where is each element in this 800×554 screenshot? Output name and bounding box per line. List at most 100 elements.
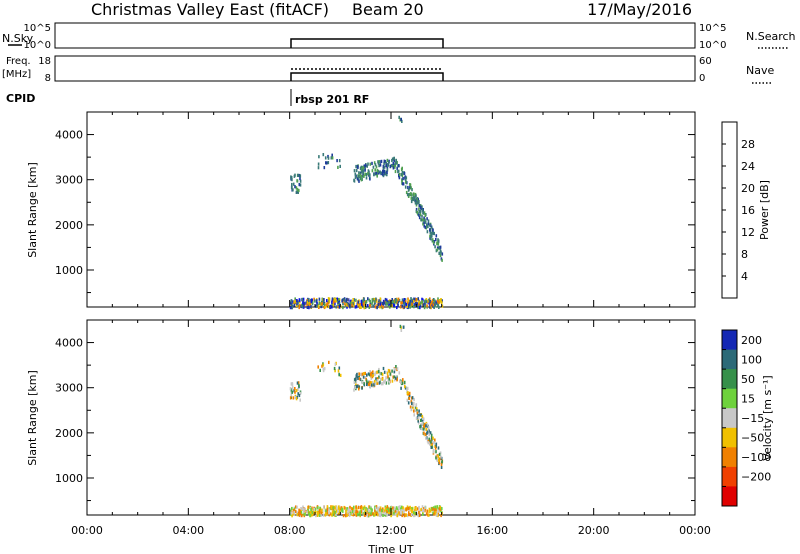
velocity-point	[326, 510, 328, 515]
velocity-point	[400, 386, 402, 390]
power-point	[316, 299, 318, 303]
velocity-point	[435, 450, 437, 454]
nsearch-tick-top: 10^5	[699, 23, 726, 34]
power-point	[423, 306, 426, 310]
power-point	[293, 300, 295, 304]
velocity-point	[437, 511, 440, 515]
power-point	[384, 172, 387, 176]
velocity-point	[437, 513, 439, 518]
velocity-point	[317, 365, 319, 369]
velocity-colorbar-block	[722, 369, 737, 390]
power-point	[398, 173, 401, 177]
velocity-point	[307, 505, 310, 509]
velocity-point	[375, 511, 378, 515]
power-axis-ticks: 1000 2000 3000 4000	[55, 112, 696, 307]
power-point	[367, 162, 369, 166]
velocity-point	[405, 508, 407, 512]
velocity-point	[292, 396, 295, 400]
power-point	[422, 303, 425, 307]
power-point	[437, 239, 440, 243]
velocity-point	[407, 401, 410, 405]
power-point	[373, 300, 376, 304]
velocity-point	[300, 510, 302, 514]
power-panel-frame	[86, 111, 696, 308]
power-point	[321, 302, 323, 306]
power-point	[308, 306, 310, 310]
velocity-point	[328, 360, 330, 364]
velocity-point	[329, 512, 332, 516]
power-point	[418, 209, 421, 214]
power-point	[363, 300, 366, 304]
velocity-point	[359, 513, 361, 517]
power-point	[414, 297, 416, 301]
power-point	[403, 302, 406, 306]
power-point	[429, 303, 432, 307]
velocity-point	[370, 376, 373, 380]
velocity-point	[393, 367, 396, 371]
power-point	[423, 216, 425, 220]
power-point	[292, 182, 295, 186]
velocity-point	[432, 450, 435, 454]
velocity-point	[385, 381, 388, 385]
power-point	[403, 305, 406, 309]
power-point	[331, 297, 334, 301]
y-tick-label: 1000	[55, 472, 83, 485]
velocity-point	[411, 396, 414, 400]
power-point	[385, 163, 387, 167]
power-point	[299, 183, 302, 187]
power-point	[401, 173, 404, 178]
power-point	[436, 248, 439, 252]
velocity-point	[411, 507, 414, 511]
power-point	[392, 303, 394, 307]
velocity-point	[381, 377, 384, 381]
velocity-point	[374, 371, 377, 375]
velocity-point	[317, 512, 319, 516]
power-point	[416, 211, 419, 215]
power-point	[410, 193, 413, 197]
power-point	[321, 297, 324, 301]
velocity-point	[441, 507, 443, 511]
velocity-point	[431, 445, 434, 449]
velocity-point	[290, 393, 293, 397]
velocity-point	[433, 441, 436, 445]
x-tick-label: 16:00	[476, 524, 508, 537]
power-point	[346, 297, 348, 301]
velocity-point	[318, 508, 321, 512]
velocity-point	[403, 514, 406, 518]
velocity-point	[357, 513, 359, 517]
velocity-point	[353, 380, 356, 384]
power-point	[435, 249, 438, 253]
velocity-point	[408, 391, 411, 395]
velocity-colorbar-tick-label: 15	[741, 392, 755, 405]
y-tick-label: 3000	[55, 382, 83, 395]
velocity-point	[356, 375, 359, 379]
velocity-point	[382, 507, 384, 511]
power-point	[432, 241, 435, 245]
velocity-point	[334, 513, 336, 517]
velocity-point	[328, 511, 331, 515]
velocity-point	[299, 509, 301, 513]
velocity-point	[380, 382, 383, 386]
velocity-point	[438, 457, 441, 461]
velocity-point	[335, 509, 338, 513]
velocity-point	[333, 509, 335, 513]
power-point	[430, 235, 432, 239]
velocity-point	[307, 510, 310, 514]
power-point	[418, 204, 421, 208]
power-point	[317, 162, 320, 166]
power-point	[407, 301, 409, 305]
power-point	[291, 182, 293, 187]
power-point	[432, 228, 434, 232]
power-point	[415, 201, 418, 205]
power-colorbar-label: Power [dB]	[758, 180, 771, 240]
power-point	[426, 223, 428, 227]
power-point	[401, 179, 403, 183]
velocity-point	[291, 386, 294, 390]
power-point	[327, 161, 330, 165]
power-point	[404, 175, 407, 179]
velocity-point	[368, 505, 370, 509]
power-point	[394, 165, 396, 169]
velocity-point	[378, 506, 381, 510]
velocity-point	[376, 381, 379, 385]
velocity-point	[368, 512, 370, 516]
